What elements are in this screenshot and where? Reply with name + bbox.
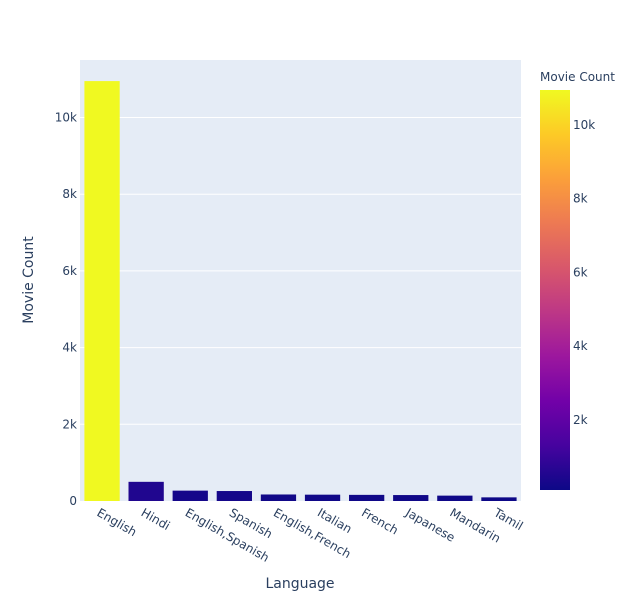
bar bbox=[172, 490, 208, 501]
y-tick-label: 8k bbox=[62, 187, 77, 201]
y-axis-title: Movie Count bbox=[21, 236, 37, 324]
y-tick-label: 4k bbox=[62, 341, 77, 355]
colorbar-tick-label: 4k bbox=[573, 339, 588, 353]
x-tick-label: English,French bbox=[271, 505, 353, 561]
colorbar-title: Movie Count bbox=[540, 70, 615, 84]
bar bbox=[128, 481, 164, 501]
colorbar-tick-label: 10k bbox=[573, 118, 595, 132]
bar bbox=[393, 495, 429, 501]
colorbar-tick-label: 2k bbox=[573, 413, 588, 427]
y-tick-label: 0 bbox=[69, 494, 77, 508]
bar bbox=[349, 494, 385, 501]
bar bbox=[84, 81, 120, 501]
colorbar-tick-labels: 2k 4k 6k 8k 10k bbox=[573, 118, 595, 427]
y-tick-label: 2k bbox=[62, 417, 77, 431]
colorbar-tick-label: 8k bbox=[573, 192, 588, 206]
x-tick-labels: English Hindi English,SpanishSpanishEnglis… bbox=[95, 505, 526, 565]
bar bbox=[260, 494, 297, 501]
x-tick-label: Hindi bbox=[139, 505, 173, 533]
x-tick-label: Japanese bbox=[402, 505, 457, 545]
bar bbox=[216, 491, 252, 501]
y-tick-label: 10k bbox=[55, 111, 77, 125]
bar bbox=[437, 495, 473, 501]
y-tick-labels: 0 2k 4k 6k 8k 10k bbox=[55, 111, 77, 508]
y-tick-label: 6k bbox=[62, 264, 77, 278]
bar bbox=[481, 497, 517, 501]
gridlines bbox=[80, 117, 521, 425]
colorbar bbox=[540, 90, 570, 490]
x-axis-title: Language bbox=[265, 576, 334, 592]
x-tick-label: French bbox=[359, 505, 401, 537]
bars bbox=[84, 81, 517, 501]
colorbar-tick-label: 6k bbox=[573, 265, 588, 279]
bar bbox=[304, 494, 341, 501]
plot-background bbox=[80, 60, 521, 501]
x-tick-label: English bbox=[95, 505, 140, 539]
